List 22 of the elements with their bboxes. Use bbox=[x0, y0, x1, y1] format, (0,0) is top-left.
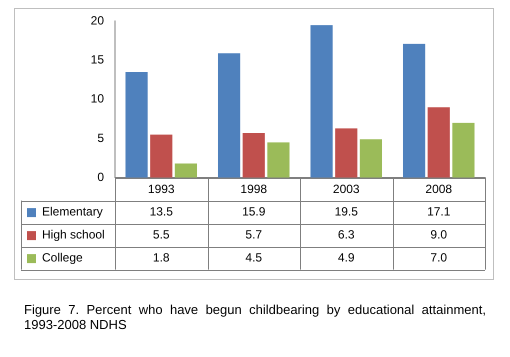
x-tick-label: 2003 bbox=[332, 182, 360, 196]
y-tick-label: 0 bbox=[97, 170, 104, 184]
x-tick-label: 1998 bbox=[240, 182, 268, 196]
bar bbox=[335, 128, 358, 178]
y-tick-label: 15 bbox=[90, 52, 104, 67]
y-tick-label: 5 bbox=[97, 130, 104, 145]
bar bbox=[150, 134, 172, 178]
bar bbox=[174, 164, 198, 178]
bar bbox=[310, 25, 333, 178]
bar bbox=[360, 139, 382, 178]
caption: Figure 7. Percent who have begun childbearing by educational attainment, 1993-2008 NDHS bbox=[24, 302, 486, 332]
bar bbox=[402, 44, 426, 178]
bar bbox=[242, 133, 265, 178]
bar bbox=[267, 142, 290, 178]
bar bbox=[125, 72, 148, 178]
y-tick-label: 10 bbox=[90, 92, 104, 106]
bar bbox=[428, 107, 450, 178]
y-tick-label: 20 bbox=[90, 14, 104, 28]
x-tick-label: 1993 bbox=[148, 182, 175, 196]
bar bbox=[218, 53, 240, 178]
bar bbox=[452, 122, 475, 178]
x-tick-label: 2008 bbox=[425, 182, 452, 196]
